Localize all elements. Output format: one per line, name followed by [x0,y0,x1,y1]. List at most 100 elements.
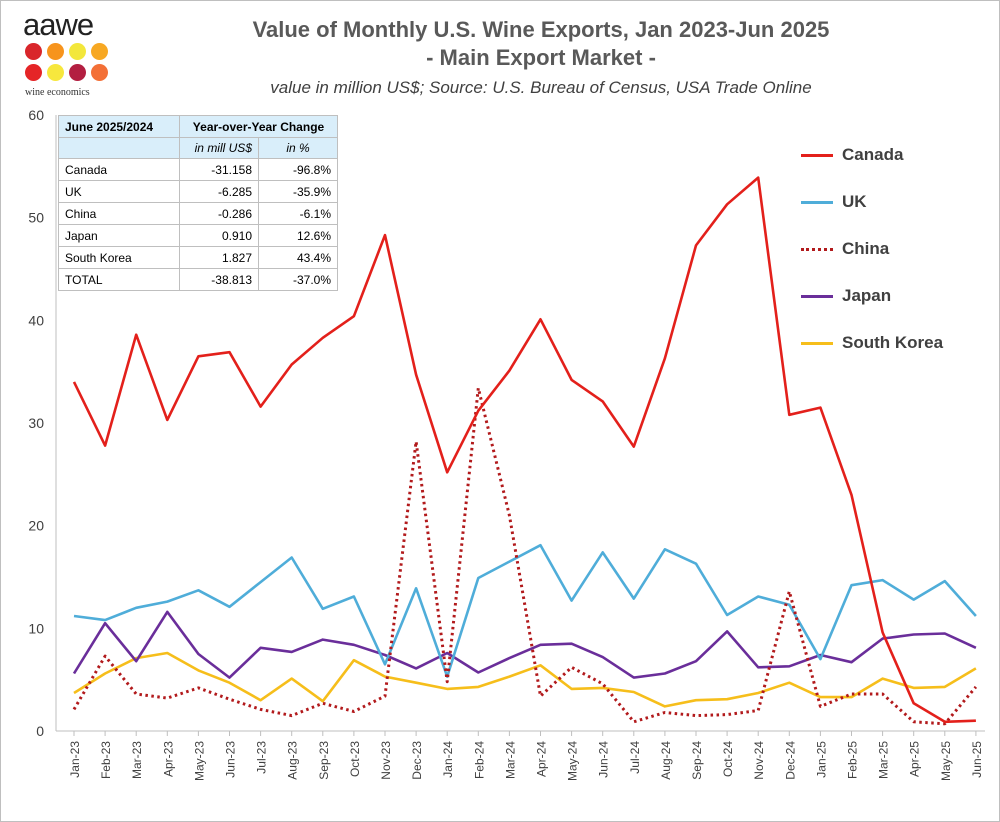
table-cell-pct: 12.6% [258,224,338,247]
x-tick-label: Apr-24 [535,741,549,777]
chart-subtitle: - Main Export Market - [426,45,656,70]
legend-item: UK [801,190,867,214]
table-subheader-pct: in % [258,137,338,159]
legend-label: Japan [842,286,892,305]
table-cell-pct: -35.9% [258,180,338,203]
x-tick-label: Aug-23 [286,741,300,780]
x-tick-label: Nov-23 [379,741,393,780]
logo-wordmark: aawe [23,7,94,42]
x-tick-label: Mar-24 [503,741,517,779]
logo-dot [47,43,64,60]
x-tick-label: Apr-25 [908,741,922,777]
x-tick-label: Jan-25 [814,741,828,778]
logo-dots [25,43,111,85]
table-cell-market: UK [58,180,180,203]
table-cell-mill: -31.158 [179,158,259,181]
legend-swatch [801,247,833,251]
y-tick-label: 0 [36,723,44,739]
table-cell-mill: -6.285 [179,180,259,203]
table-subheader-blank [58,137,180,159]
legend-item: Japan [801,284,891,308]
legend-swatch [801,200,833,204]
table-cell-pct: -6.1% [258,202,338,225]
legend-label: China [842,239,890,258]
x-tick-label: Aug-24 [659,741,673,780]
table-cell-mill: -38.813 [179,268,259,291]
table-subheader-mill: in mill US$ [179,137,259,159]
logo-dot [91,43,108,60]
legend-swatch [801,294,833,298]
series-line-japan [72,610,977,679]
legend-swatch [801,153,833,157]
logo-subtext: wine economics [25,87,90,98]
legend-item: China [801,237,889,261]
y-tick-label: 60 [28,107,44,123]
x-tick-label: Jan-24 [441,741,455,778]
table-cell-market: China [58,202,180,225]
x-tick-label: Jul-23 [255,741,269,774]
logo-dot [47,64,64,81]
table-row: TOTAL -38.813 -37.0% [58,268,338,291]
y-tick-label: 10 [28,620,44,636]
table-header-row: June 2025/2024 Year-over-Year Change [58,115,338,138]
series-line-uk [73,543,977,678]
table-row: Canada -31.158 -96.8% [58,158,338,181]
y-tick-label: 40 [28,312,44,328]
table-cell-pct: -37.0% [258,268,338,291]
x-tick-label: Jan-23 [68,741,82,778]
table-header-period: June 2025/2024 [58,115,180,138]
table-cell-mill: 0.910 [179,224,259,247]
x-tick-label: Dec-24 [783,741,797,780]
x-tick-label: Oct-24 [721,741,735,777]
yoy-change-table: June 2025/2024 Year-over-Year Change in mi… [58,115,338,291]
legend-label: UK [842,192,867,211]
y-tick-label: 30 [28,415,44,431]
table-cell-market: Japan [58,224,180,247]
table-row: Japan 0.910 12.6% [58,224,338,247]
x-tick-label: Feb-23 [99,741,113,779]
x-tick-label: May-24 [566,741,580,781]
x-tick-label: Jun-24 [597,741,611,778]
legend-item: South Korea [801,331,943,355]
chart-axes: 0 10 20 30 40 50 60 Jan-23 Feb-23 Mar-23 Apr-23 May… [28,107,985,781]
logo-dot [69,43,86,60]
legend-item: Canada [801,143,903,167]
x-tick-label: Jun-23 [224,741,238,778]
table-cell-pct: 43.4% [258,246,338,269]
table-cell-market: TOTAL [58,268,180,291]
series-layer [72,176,978,726]
x-tick-label: Jun-25 [970,741,984,778]
table-subheader-row: in mill US$ in % [58,137,338,159]
table-row: China -0.286 -6.1% [58,202,338,225]
x-tick-label: Feb-25 [846,741,860,779]
x-tick-label: Feb-24 [472,741,486,779]
x-tick-label: Mar-23 [130,741,144,779]
table-cell-market: Canada [58,158,180,181]
legend-label: Canada [842,145,904,164]
x-tick-label: Jul-24 [628,741,642,774]
table-cell-market: South Korea [58,246,180,269]
x-tick-label: Mar-25 [877,741,891,779]
logo-dot [69,64,86,81]
x-tick-label: Nov-24 [752,741,766,780]
chart-title: Value of Monthly U.S. Wine Exports, Jan … [252,17,830,42]
x-tick-label: May-25 [939,741,953,781]
series-line-south-korea [73,651,977,708]
table-header-yoy: Year-over-Year Change [179,115,338,138]
x-tick-label: May-23 [192,741,206,781]
logo-dot [25,64,42,81]
table-cell-mill: 1.827 [179,246,259,269]
series-line-china [72,386,978,726]
x-tick-label: Apr-23 [161,741,175,777]
table-cell-pct: -96.8% [258,158,338,181]
chart-source-note: value in million US$; Source: U.S. Burea… [270,78,812,97]
logo-dot [91,64,108,81]
table-row: UK -6.285 -35.9% [58,180,338,203]
legend-label: South Korea [842,333,944,352]
x-tick-label: Dec-23 [410,741,424,780]
x-tick-label: Oct-23 [348,741,362,777]
logo-dot [25,43,42,60]
y-tick-label: 20 [28,518,44,534]
